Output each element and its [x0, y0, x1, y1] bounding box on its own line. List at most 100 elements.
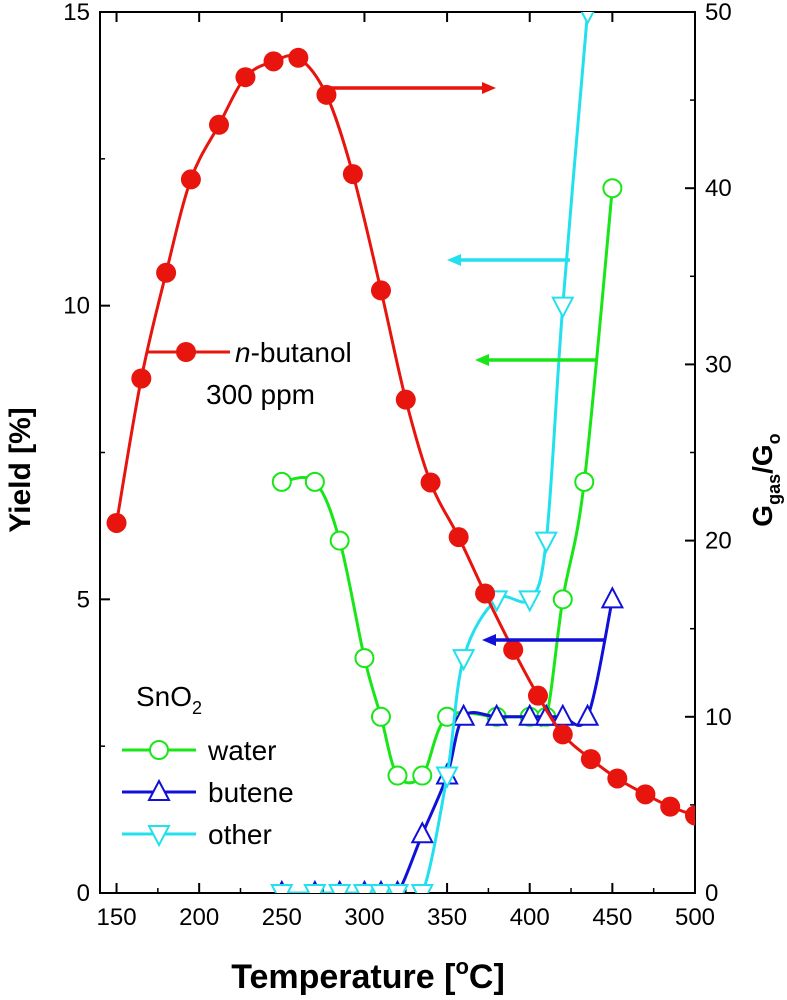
- data-point: [354, 648, 375, 669]
- annotation-layer: [322, 82, 604, 646]
- data-point: [600, 586, 625, 609]
- data-point: [420, 472, 441, 493]
- y2-tick-label: 40: [705, 175, 732, 202]
- legend-water-label: water: [207, 735, 276, 766]
- data-point: [574, 471, 595, 492]
- x-axis-title: Temperature [oC]: [231, 954, 505, 996]
- data-point: [395, 389, 416, 410]
- data-point: [180, 169, 201, 190]
- data-point: [451, 649, 476, 672]
- data-point: [534, 531, 558, 554]
- data-point: [437, 706, 458, 727]
- data-point: [410, 884, 434, 893]
- data-point: [485, 703, 509, 726]
- data-point: [527, 685, 548, 706]
- plot-frame: [99, 11, 696, 894]
- data-point: [304, 471, 325, 492]
- x-tick-label: 150: [97, 904, 137, 931]
- y-tick-label: 0: [77, 880, 90, 907]
- y-tick-label: 15: [63, 0, 90, 26]
- data-point: [580, 749, 601, 770]
- data-point: [352, 884, 377, 893]
- series-butene: [274, 586, 625, 893]
- arrow-left-axis-other-head: [447, 254, 461, 266]
- y2-axis-title: Ggas/Go: [747, 433, 784, 526]
- data-point: [660, 796, 681, 817]
- data-point: [288, 47, 309, 68]
- butanol-legend-marker: [176, 342, 196, 362]
- legend-other-label: other: [208, 819, 272, 850]
- y-axis-title: Yield [%]: [4, 407, 37, 533]
- data-point: [580, 12, 595, 26]
- data-point: [270, 884, 294, 893]
- x-tick-label: 200: [179, 904, 219, 931]
- data-point: [131, 368, 152, 389]
- data-point: [369, 884, 393, 893]
- series-line: [281, 12, 590, 893]
- series-layer: [106, 12, 695, 893]
- data-point: [385, 884, 410, 893]
- data-point: [316, 84, 337, 105]
- data-point: [685, 805, 695, 826]
- data-point: [271, 471, 292, 492]
- series-water: [271, 178, 623, 786]
- legend: SnO2 water butene other: [122, 681, 294, 850]
- data-point: [342, 164, 363, 185]
- arrow-left-axis-butene-head: [482, 634, 496, 646]
- series-line: [115, 54, 695, 817]
- series-line: [281, 599, 614, 893]
- data-point: [209, 114, 229, 135]
- legend-other-marker: [147, 825, 171, 848]
- x-tick-label: 500: [675, 904, 715, 931]
- butanol-concentration: 300 ppm: [206, 379, 315, 410]
- x-tick-label: 400: [510, 904, 550, 931]
- series-line: [281, 188, 614, 785]
- data-point: [552, 724, 573, 745]
- series-other: [270, 12, 595, 893]
- data-point: [412, 765, 433, 786]
- data-point: [106, 512, 127, 533]
- data-point: [518, 590, 542, 613]
- data-point: [607, 768, 628, 789]
- data-point: [410, 821, 434, 844]
- y2-tick-label: 30: [705, 351, 732, 378]
- data-point: [370, 280, 391, 301]
- x-tick-label: 350: [427, 904, 467, 931]
- butanol-legend: n-butanol 300 ppm: [148, 337, 352, 410]
- legend-water-marker: [149, 740, 169, 760]
- data-point: [518, 703, 542, 726]
- data-point: [156, 262, 177, 283]
- y2-tick-label: 50: [705, 0, 732, 26]
- data-point: [575, 703, 600, 726]
- x-tick-label: 300: [344, 904, 384, 931]
- legend-title: SnO2: [136, 681, 202, 718]
- y2-tick-label: 10: [705, 704, 732, 731]
- data-point: [503, 639, 524, 660]
- butanol-label: n-butanol: [235, 337, 352, 368]
- data-point: [387, 765, 408, 786]
- data-point: [635, 784, 656, 805]
- data-point: [475, 583, 496, 604]
- arrow-left-axis-water-head: [475, 354, 489, 366]
- data-point: [451, 703, 476, 726]
- y-tick-label: 10: [63, 293, 90, 320]
- data-point: [327, 884, 352, 893]
- legend-butene-marker: [147, 778, 171, 801]
- legend-butene-label: butene: [208, 777, 294, 808]
- x-tick-label: 250: [262, 904, 302, 931]
- data-point: [303, 884, 327, 893]
- y2-tick-label: 20: [705, 528, 732, 555]
- data-point: [235, 67, 256, 88]
- data-point: [263, 51, 284, 72]
- data-point: [552, 589, 573, 610]
- data-point: [329, 530, 350, 551]
- data-point: [602, 178, 623, 199]
- data-point: [435, 766, 459, 789]
- axes-layer: 150 200 250 300 350 400 450 5000510150102030405…: [63, 0, 731, 931]
- x-tick-label: 450: [592, 904, 632, 931]
- y-tick-label: 5: [77, 586, 90, 613]
- series-n-butanol-300-ppm: [106, 47, 695, 826]
- arrow-right-axis-head: [482, 82, 496, 94]
- data-point: [370, 706, 391, 727]
